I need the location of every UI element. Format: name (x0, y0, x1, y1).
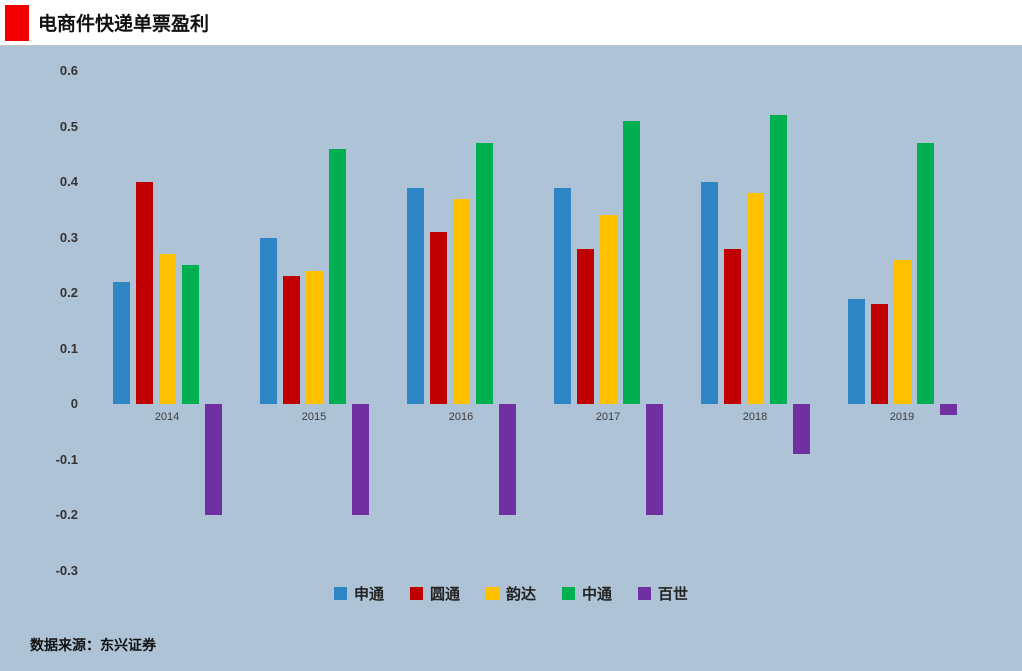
bar-2019-百世 (939, 404, 957, 416)
data-source: 数据来源：东兴证券 (30, 637, 156, 653)
y-axis-tick: -0.2 (55, 507, 78, 522)
bar-2016-圆通 (429, 231, 447, 404)
x-axis-label: 2016 (448, 411, 474, 423)
legend-label: 百世 (658, 586, 689, 603)
bar-2014-韵达 (158, 254, 176, 404)
y-axis-tick: 0.4 (59, 174, 78, 189)
title-marker-icon (5, 4, 29, 41)
legend-label: 韵达 (505, 586, 536, 603)
bar-2016-申通 (406, 187, 424, 404)
bar-2014-百世 (204, 404, 222, 515)
bar-2017-圆通 (576, 248, 594, 404)
chart-title: 电商件快递单票盈利 (38, 14, 210, 35)
bar-2015-中通 (328, 148, 346, 404)
legend-item-百世: 百世 (638, 583, 688, 604)
legend-item-中通: 中通 (562, 583, 612, 604)
legend-item-韵达: 韵达 (485, 583, 536, 604)
bar-2017-中通 (622, 120, 640, 404)
legend: 申通 圆通 韵达 中通 百世 (0, 583, 1022, 604)
bar-2015-百世 (351, 404, 369, 515)
x-axis-label: 2019 (889, 411, 915, 423)
bar-2018-申通 (700, 182, 718, 404)
legend-item-申通: 申通 (333, 583, 384, 604)
legend-label: 申通 (353, 586, 384, 603)
title-bar: 电商件快递单票盈利 (0, 0, 1022, 46)
legend-item-圆通: 圆通 (409, 583, 460, 604)
bar-2019-韵达 (893, 259, 911, 404)
legend-swatch-icon (562, 587, 575, 600)
y-axis-tick: -0.3 (55, 562, 78, 578)
bar-2017-百世 (645, 404, 663, 515)
bar-2019-圆通 (870, 304, 888, 404)
legend-swatch-icon (333, 587, 347, 600)
legend-label: 中通 (582, 586, 613, 603)
y-axis-tick: 0.6 (59, 63, 78, 78)
bar-2018-中通 (769, 115, 787, 404)
bar-2016-百世 (498, 404, 516, 515)
bar-2019-申通 (847, 298, 865, 404)
bar-2014-圆通 (135, 182, 153, 404)
y-axis-tick: 0.1 (59, 340, 78, 356)
bar-2015-圆通 (282, 276, 300, 404)
bar-2018-百世 (792, 404, 810, 454)
bar-2014-申通 (112, 281, 130, 404)
bar-2018-圆通 (723, 248, 741, 404)
y-axis-tick: 0.5 (59, 118, 78, 134)
bar-2018-韵达 (746, 193, 764, 404)
legend-swatch-icon (485, 587, 499, 600)
bar-2015-韵达 (305, 270, 323, 404)
legend-label: 圆通 (429, 586, 460, 603)
bar-2015-申通 (259, 237, 277, 404)
bar-2016-韵达 (452, 198, 470, 404)
x-axis-label: 2014 (154, 411, 180, 423)
bar-2014-中通 (181, 265, 199, 404)
x-axis-label: 2018 (742, 411, 768, 423)
x-axis-label: 2017 (595, 411, 621, 423)
bar-2016-中通 (475, 143, 493, 404)
bar-2017-韵达 (599, 215, 617, 404)
y-axis-tick: 0.2 (59, 285, 78, 300)
legend-swatch-icon (638, 587, 652, 600)
y-axis-tick: -0.1 (55, 451, 78, 467)
legend-swatch-icon (409, 587, 423, 600)
bar-2017-申通 (553, 187, 571, 404)
y-axis-tick: 0 (70, 396, 78, 411)
bar-2019-中通 (916, 143, 934, 404)
x-axis-label: 2015 (301, 411, 327, 423)
y-axis-tick: 0.3 (59, 229, 78, 245)
